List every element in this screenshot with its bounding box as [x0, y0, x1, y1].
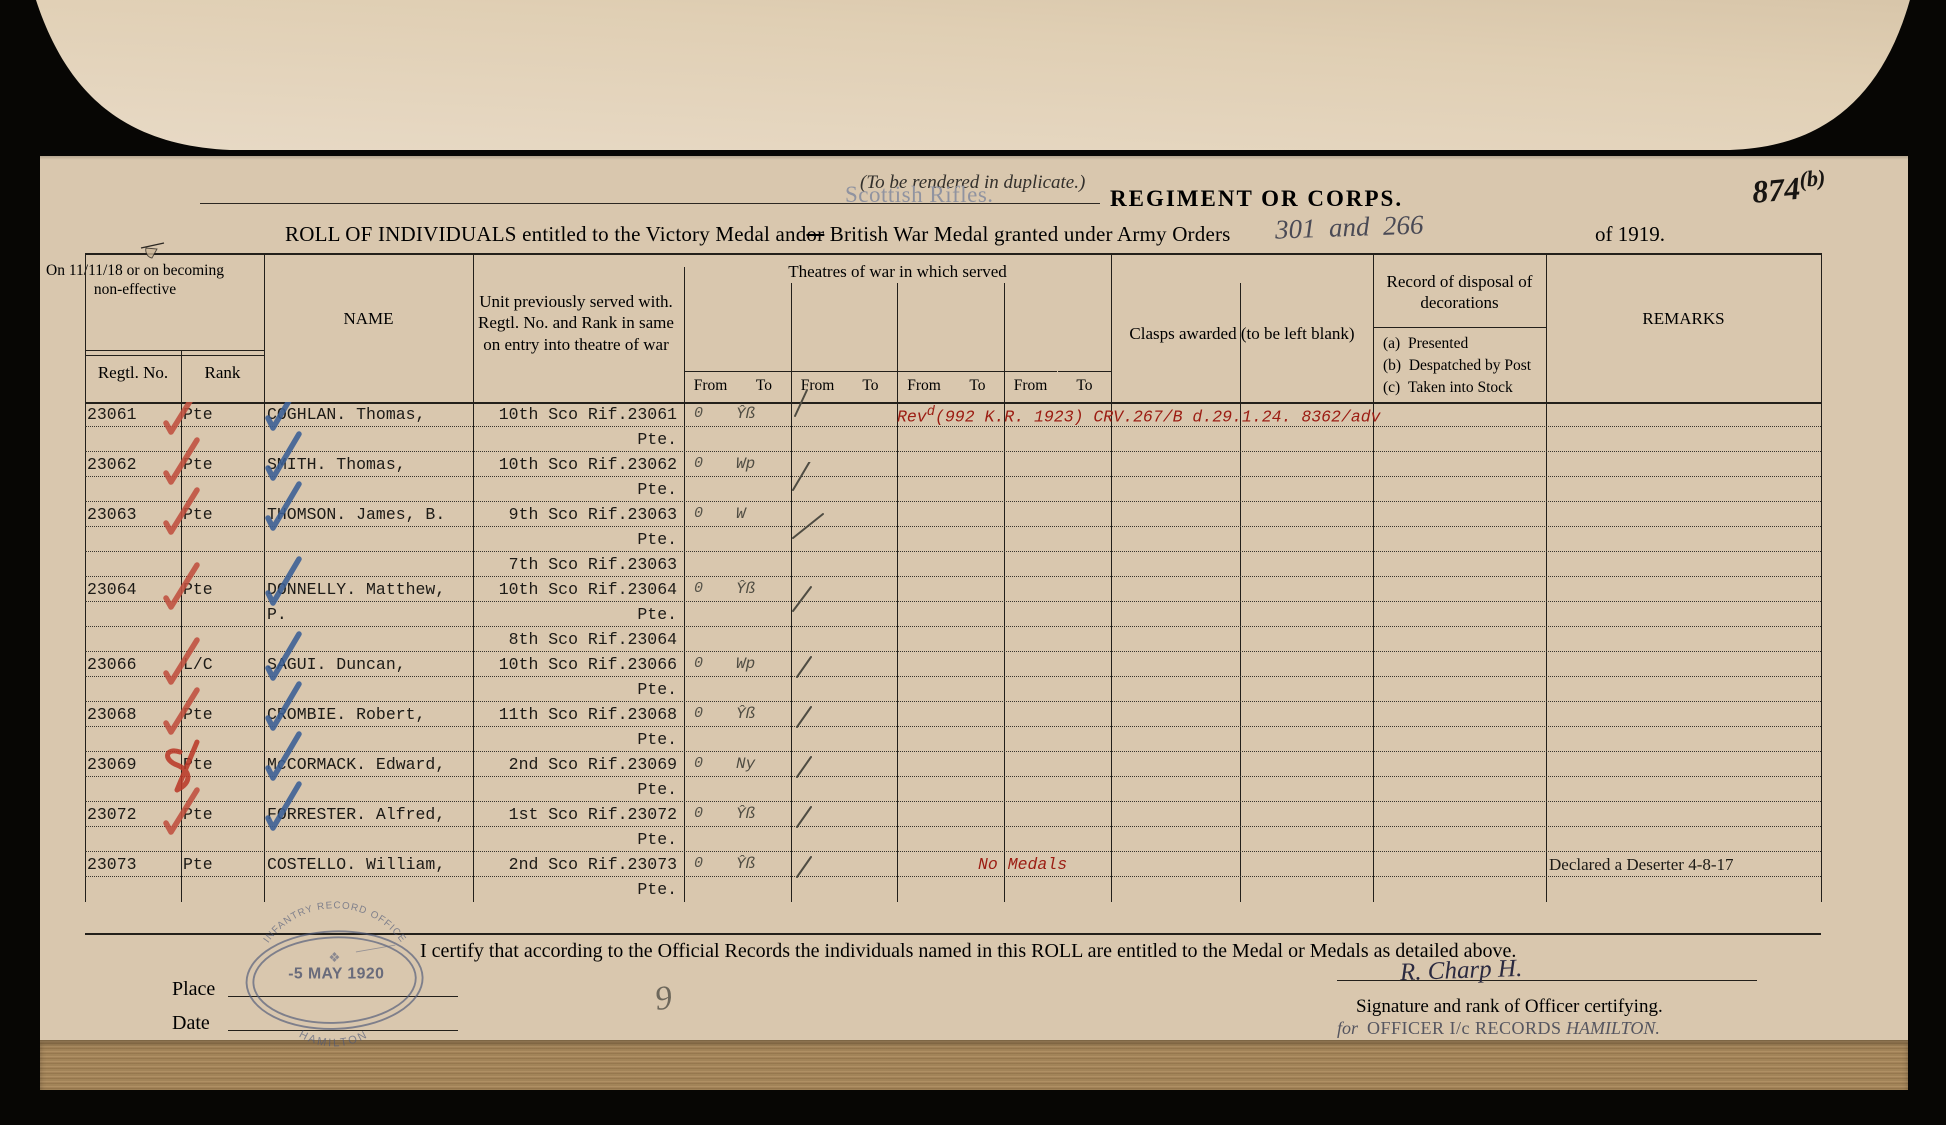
svg-text:-5 MAY 1920: -5 MAY 1920: [288, 965, 384, 982]
svg-text:❖: ❖: [328, 950, 340, 965]
